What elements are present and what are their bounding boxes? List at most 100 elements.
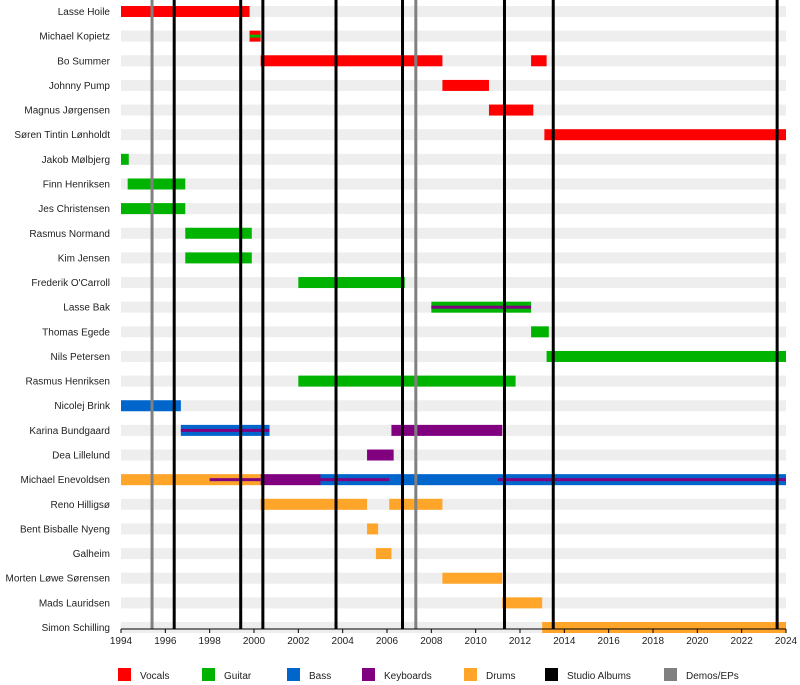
member-label: Lasse Bak <box>63 303 111 314</box>
row-stripe <box>121 326 786 338</box>
member-label: Morten Løwe Sørensen <box>6 574 111 585</box>
row-stripe <box>121 277 786 289</box>
member-bar-guitar <box>546 350 786 362</box>
member-labels: Lasse Hoile Michael Kopietz Bo Summer Johnn… <box>6 7 111 634</box>
row-stripe <box>121 597 786 609</box>
member-label: Galheim <box>73 549 110 560</box>
x-tick-label: 2004 <box>332 636 355 647</box>
x-tick-label: 1998 <box>199 636 222 647</box>
member-bar-vocals <box>260 55 443 67</box>
member-bar-guitar <box>531 326 549 338</box>
row-stripe <box>121 55 786 67</box>
row-stripe <box>121 6 786 17</box>
member-label: Rasmus Normand <box>29 229 110 240</box>
row-stripe <box>121 622 786 633</box>
member-label: Rasmus Henriksen <box>26 377 110 388</box>
member-label: Jakob Mølbjerg <box>42 155 110 166</box>
x-tick-label: 2008 <box>420 636 443 647</box>
row-stripes <box>121 6 786 633</box>
x-tick-label: 1996 <box>154 636 177 647</box>
member-label: Kim Jensen <box>58 253 110 264</box>
legend: Vocals Guitar Bass Keyboards Drums Studio Alb… <box>118 668 739 682</box>
x-tick-label: 2020 <box>686 636 709 647</box>
member-bar-guitar <box>298 375 516 387</box>
member-bar-keyboards <box>367 449 394 461</box>
member-label: Lasse Hoile <box>58 7 111 18</box>
row-stripe <box>121 350 786 362</box>
member-bar-guitar <box>127 178 186 190</box>
x-tick-label: 2006 <box>376 636 399 647</box>
member-label: Dea Lillelund <box>52 451 110 462</box>
member-bar-keyboards-stripe <box>320 478 390 482</box>
legend-swatch <box>287 668 300 681</box>
member-bar-keyboards-stripe <box>497 478 786 482</box>
row-stripe <box>121 129 786 141</box>
row-stripe <box>121 400 786 412</box>
x-tick-label: 2002 <box>287 636 310 647</box>
legend-label: Keyboards <box>384 671 432 682</box>
row-stripe <box>121 178 786 190</box>
member-bar-drums <box>121 474 261 486</box>
member-bar-keyboards <box>391 424 503 436</box>
row-stripe <box>121 252 786 264</box>
x-tick-label: 2022 <box>731 636 754 647</box>
member-bar-drums <box>502 597 543 609</box>
x-tick-label: 2010 <box>465 636 488 647</box>
member-label: Magnus Jørgensen <box>24 106 110 117</box>
member-bar-guitar <box>298 277 405 289</box>
member-bar-drums <box>260 498 368 510</box>
row-stripe <box>121 153 786 165</box>
member-label: Simon Schilling <box>42 623 110 634</box>
row-stripe <box>121 227 786 239</box>
x-axis: 1994 1996 1998 2000 2002 2004 2006 2008 2010 2012… <box>110 628 798 647</box>
member-bar-guitar <box>121 153 129 165</box>
x-tick-label: 1994 <box>110 636 133 647</box>
row-stripe <box>121 203 786 215</box>
x-tick-label: 2018 <box>642 636 665 647</box>
member-bar-guitar <box>185 252 252 264</box>
legend-swatch <box>464 668 477 681</box>
member-label: Frederik O'Carroll <box>31 278 110 289</box>
member-label: Nils Petersen <box>51 352 110 363</box>
member-bar-guitar-stripe <box>249 34 261 38</box>
member-bar-drums <box>375 548 392 560</box>
member-label: Bo Summer <box>57 56 110 67</box>
member-label: Jes Christensen <box>38 204 110 215</box>
x-tick-label: 2000 <box>243 636 266 647</box>
legend-label: Guitar <box>224 671 252 682</box>
x-tick-label: 2016 <box>598 636 621 647</box>
member-bar-vocals <box>442 79 489 91</box>
member-bar-drums <box>367 523 379 535</box>
member-label: Thomas Egede <box>42 327 110 338</box>
member-label: Michael Enevoldsen <box>21 475 111 486</box>
legend-label: Demos/EPs <box>686 671 739 682</box>
x-tick-label: 2014 <box>553 636 576 647</box>
member-bar-keyboards <box>260 474 321 486</box>
row-stripe <box>121 498 786 510</box>
member-bar-vocals <box>121 6 250 17</box>
row-stripe <box>121 104 786 116</box>
x-tick-label: 2024 <box>775 636 798 647</box>
legend-swatch <box>664 668 677 681</box>
legend-label: Studio Albums <box>567 671 631 682</box>
row-stripe <box>121 548 786 560</box>
member-bar-keyboards-stripe <box>180 428 270 432</box>
legend-swatch <box>202 668 215 681</box>
legend-swatch <box>118 668 131 681</box>
release-lines <box>150 0 779 629</box>
member-label: Finn Henriksen <box>43 179 110 190</box>
member-bar-vocals <box>544 129 786 141</box>
member-bars <box>121 6 786 633</box>
member-bar-vocals <box>531 55 547 67</box>
member-bar-keyboards-stripe <box>209 478 261 482</box>
legend-label: Drums <box>486 671 515 682</box>
member-bar-keyboards-stripe <box>431 305 532 309</box>
member-bar-vocals <box>488 104 534 116</box>
row-stripe <box>121 449 786 461</box>
row-stripe <box>121 523 786 535</box>
row-stripe <box>121 30 786 42</box>
member-label: Karina Bundgaard <box>29 426 110 437</box>
member-label: Johnny Pump <box>49 81 111 92</box>
legend-swatch <box>545 668 558 681</box>
